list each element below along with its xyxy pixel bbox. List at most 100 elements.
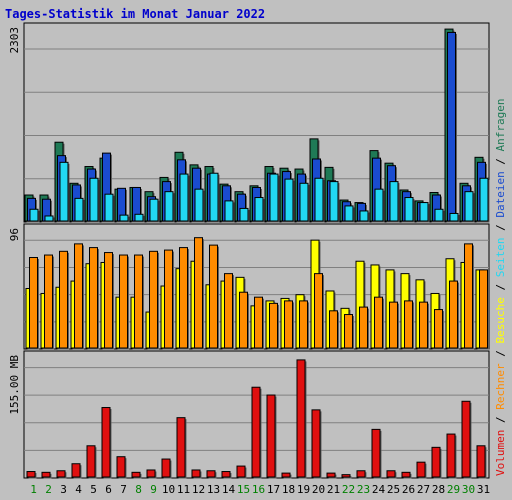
day-label-21: 21 xyxy=(327,483,340,496)
bar-seiten-day-19 xyxy=(299,182,309,222)
day-label-19: 19 xyxy=(297,483,310,496)
day-label-29: 29 xyxy=(447,483,460,496)
bar-volumen-day-17 xyxy=(266,394,276,478)
legend-volumen: Volumen xyxy=(494,430,507,476)
bar-seiten-day-15 xyxy=(239,207,249,222)
panel-middle-max-label: 96 xyxy=(8,228,21,241)
bar-rechner-day-27 xyxy=(419,301,428,349)
bar-volumen-day-24 xyxy=(371,428,381,478)
bar-rechner-day-19 xyxy=(299,300,308,349)
legend-dateien: Dateien xyxy=(494,171,507,217)
day-label-12: 12 xyxy=(192,483,205,496)
bar-seiten-day-2 xyxy=(44,215,54,222)
bar-volumen-day-29 xyxy=(446,433,456,478)
bar-rechner-day-20 xyxy=(314,273,323,349)
day-label-28: 28 xyxy=(432,483,445,496)
bar-seiten-day-5 xyxy=(89,177,99,222)
legend-text: Volumen / Rechner / Besuche / Seiten / D… xyxy=(494,98,507,476)
bar-seiten-day-26 xyxy=(404,197,414,222)
bar-volumen-day-4 xyxy=(71,463,81,478)
bar-seiten-day-31 xyxy=(479,177,489,222)
panel-top-max-label: 2303 xyxy=(8,27,21,54)
day-label-1: 1 xyxy=(30,483,37,496)
day-label-7: 7 xyxy=(120,483,127,496)
legend-besuche: Besuche xyxy=(494,297,507,343)
day-label-24: 24 xyxy=(372,483,386,496)
bar-volumen-day-3 xyxy=(56,470,66,478)
day-label-25: 25 xyxy=(387,483,400,496)
bar-rechner-day-23 xyxy=(359,306,368,349)
bar-volumen-day-15 xyxy=(236,465,246,478)
day-label-30: 30 xyxy=(462,483,475,496)
bar-volumen-day-31 xyxy=(476,445,486,478)
legend-separator: / xyxy=(494,277,507,297)
bar-seiten-day-17 xyxy=(269,173,279,222)
bar-volumen-day-28 xyxy=(431,446,441,478)
bar-rechner-day-17 xyxy=(269,302,278,349)
day-label-22: 22 xyxy=(342,483,355,496)
legend-anfragen: Anfragen xyxy=(494,98,507,151)
bar-seiten-day-29 xyxy=(449,212,459,222)
bar-volumen-day-9 xyxy=(146,469,156,478)
bar-seiten-day-28 xyxy=(434,208,444,222)
day-label-9: 9 xyxy=(150,483,157,496)
legend-separator: / xyxy=(494,218,507,238)
bar-volumen-day-23 xyxy=(356,470,366,478)
bar-rechner-day-6 xyxy=(104,252,113,349)
day-label-13: 13 xyxy=(207,483,220,496)
bar-rechner-day-13 xyxy=(209,244,218,349)
bar-seiten-day-22 xyxy=(344,205,354,222)
bar-seiten-day-11 xyxy=(179,173,189,222)
bar-rechner-day-5 xyxy=(89,247,98,349)
bar-volumen-day-27 xyxy=(416,461,426,478)
bar-rechner-day-14 xyxy=(224,273,233,349)
bar-volumen-day-10 xyxy=(161,458,171,478)
bar-rechner-day-7 xyxy=(119,254,128,349)
bar-seiten-day-6 xyxy=(104,193,114,222)
bar-seiten-day-10 xyxy=(164,191,174,222)
bar-rechner-day-25 xyxy=(389,301,398,349)
bar-seiten-day-23 xyxy=(359,210,369,222)
chart-title: Tages-Statistik im Monat Januar 2022 xyxy=(5,7,265,21)
bar-rechner-day-26 xyxy=(404,300,413,349)
bar-seiten-day-7 xyxy=(119,214,129,222)
panel-requests-files-pages xyxy=(23,22,490,223)
day-label-31: 31 xyxy=(477,483,490,496)
bar-seiten-day-14 xyxy=(224,200,234,222)
bar-rechner-day-4 xyxy=(74,243,83,349)
day-label-23: 23 xyxy=(357,483,370,496)
bar-rechner-day-28 xyxy=(434,309,443,349)
bar-volumen-day-8 xyxy=(131,471,141,478)
bar-rechner-day-3 xyxy=(59,250,68,349)
day-label-8: 8 xyxy=(135,483,142,496)
day-label-6: 6 xyxy=(105,483,112,496)
panel-bottom-max-label: 155.00 MB xyxy=(8,355,21,415)
day-label-18: 18 xyxy=(282,483,295,496)
bar-seiten-day-12 xyxy=(194,188,204,222)
bar-volumen-day-1 xyxy=(26,471,36,478)
legend-seiten: Seiten xyxy=(494,238,507,278)
bar-rechner-day-8 xyxy=(134,254,143,349)
day-label-15: 15 xyxy=(237,483,250,496)
bar-volumen-day-25 xyxy=(386,470,396,478)
bar-volumen-day-2 xyxy=(41,471,51,478)
bar-rechner-day-21 xyxy=(329,310,338,349)
bar-volumen-day-21 xyxy=(326,472,336,478)
panel-visits-hosts xyxy=(23,223,490,350)
bar-rechner-day-29 xyxy=(449,280,458,349)
day-label-27: 27 xyxy=(417,483,430,496)
day-label-2: 2 xyxy=(45,483,52,496)
bar-seiten-day-8 xyxy=(134,213,144,222)
bar-volumen-day-20 xyxy=(311,409,321,478)
bar-dateien-day-29 xyxy=(447,31,456,222)
day-label-20: 20 xyxy=(312,483,325,496)
bar-seiten-day-16 xyxy=(254,197,264,222)
bar-seiten-day-24 xyxy=(374,188,384,222)
bar-rechner-day-1 xyxy=(29,257,38,349)
bar-volumen-day-18 xyxy=(281,472,291,478)
day-label-16: 16 xyxy=(252,483,265,496)
bar-volumen-day-22 xyxy=(341,474,351,478)
bar-seiten-day-27 xyxy=(419,202,429,222)
bar-seiten-day-9 xyxy=(149,198,159,222)
